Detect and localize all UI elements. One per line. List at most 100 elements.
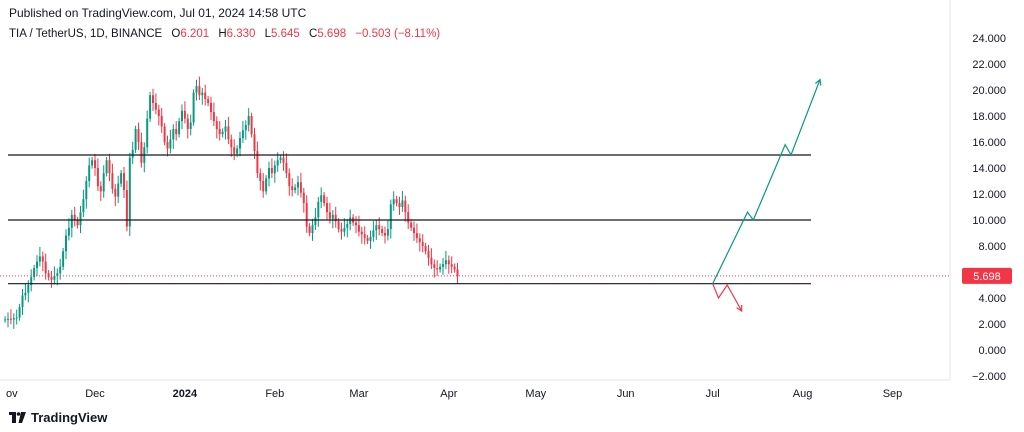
candle-body (305, 203, 308, 227)
candle-body (253, 134, 256, 152)
tradingview-logo-icon (9, 412, 26, 423)
candle-body (65, 235, 67, 252)
candle-body (244, 125, 247, 131)
candle-body (212, 112, 215, 122)
candle-body (227, 126, 230, 140)
candle-body (418, 238, 421, 243)
candle-body (276, 160, 279, 166)
candle-body (384, 233, 386, 236)
candle-body (41, 256, 44, 262)
candle-body (21, 295, 24, 308)
candle-body (230, 139, 233, 148)
high-value: 6.330 (226, 28, 256, 40)
x-tick-label: Mar (349, 388, 368, 400)
candle-body (413, 227, 415, 233)
y-tick-label: 20.000 (972, 85, 1006, 97)
candle-body (160, 116, 163, 127)
candle-body (297, 182, 299, 188)
y-tick-label: 22.000 (972, 59, 1006, 71)
candle-body (372, 230, 375, 237)
candle-body (320, 195, 323, 202)
candle-body (215, 121, 218, 129)
candle-body (36, 261, 38, 269)
candle-body (169, 139, 172, 149)
candle-body (410, 222, 413, 228)
candle-body (195, 86, 198, 93)
candle-body (105, 160, 108, 174)
candle-body (436, 268, 439, 270)
candle-body (7, 318, 9, 320)
candle-body (250, 116, 253, 135)
candle-body (256, 151, 259, 174)
open-label: O (171, 28, 181, 40)
candle-body (163, 126, 166, 142)
candle-body (204, 92, 207, 100)
candle-body (395, 199, 398, 204)
candle-body (407, 212, 410, 223)
candle-body (12, 318, 15, 320)
symbol-title[interactable]: TIA / TetherUS, 1D, BINANCE (9, 28, 163, 40)
y-tick-label: 24.000 (972, 33, 1006, 45)
candle-body (427, 251, 430, 258)
candle-body (308, 226, 311, 233)
candle-body (117, 183, 120, 197)
candle-body (241, 130, 244, 139)
candle-body (268, 168, 270, 179)
candle-body (317, 201, 320, 218)
candle-body (270, 168, 273, 174)
candle-body (67, 227, 70, 236)
low-value: 5.645 (271, 28, 300, 40)
candle-body (102, 173, 105, 192)
y-tick-label: 14.000 (972, 163, 1006, 175)
candle-body (265, 178, 268, 192)
candle-body (59, 266, 62, 274)
candle-body (146, 118, 149, 148)
candle-body (62, 251, 65, 267)
candle-body (363, 234, 366, 239)
candle-body (47, 273, 50, 278)
candle-body (218, 129, 221, 135)
candle-body (378, 225, 381, 230)
candle-body (224, 126, 227, 132)
candle-body (326, 203, 328, 213)
candle-body (210, 103, 212, 113)
x-tick-label: 2024 (173, 388, 198, 400)
candle-body (9, 318, 12, 320)
candle-body (50, 277, 53, 280)
candle-body (38, 256, 41, 262)
candle-body (24, 292, 27, 296)
footer-brand[interactable]: TradingView (9, 410, 107, 425)
candle-body (70, 214, 73, 228)
candle-body (430, 257, 433, 265)
candle-body (114, 188, 117, 197)
y-tick-label: 18.000 (972, 111, 1006, 123)
candle-body (154, 103, 157, 110)
x-tick-label: Dec (85, 388, 105, 400)
candle-body (175, 129, 178, 135)
candle-body (56, 273, 59, 276)
candle-body (273, 165, 276, 174)
candle-body (236, 148, 239, 154)
candle-body (157, 109, 160, 116)
candle-body (111, 173, 114, 189)
candle-body (415, 233, 418, 239)
candle-body (360, 231, 363, 235)
candle-body (120, 173, 123, 184)
candle-body (181, 110, 183, 122)
candle-body (259, 173, 262, 181)
candle-body (404, 200, 407, 213)
candle-body (172, 129, 175, 140)
x-tick-label: ov (6, 388, 18, 400)
candle-body (183, 110, 186, 119)
candle-body (331, 214, 334, 219)
candle-body (439, 266, 442, 270)
published-line: Published on TradingView.com, Jul 01, 20… (9, 6, 307, 20)
candle-body (82, 199, 85, 213)
candle-body (299, 182, 302, 193)
candle-body (247, 116, 250, 126)
y-tick-label: 4.000 (978, 293, 1006, 305)
candle-body (375, 225, 378, 231)
candle-body (123, 173, 125, 191)
candle-body (392, 199, 395, 205)
